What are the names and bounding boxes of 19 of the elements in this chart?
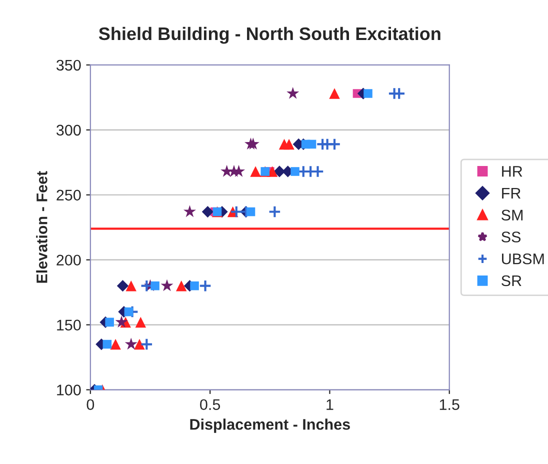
y-axis-title: Elevation - Feet bbox=[36, 171, 48, 283]
y-tick-label: 250 bbox=[56, 190, 81, 201]
legend-label: SR bbox=[502, 275, 522, 286]
chart-title: Shield Building - North South Excitation bbox=[98, 26, 440, 44]
legend-label: HR bbox=[502, 166, 522, 177]
y-tick-label: 350 bbox=[56, 60, 81, 71]
y-tick-label: 100 bbox=[57, 384, 81, 396]
legend-label: SS bbox=[502, 232, 521, 242]
legend-label: UBSM bbox=[502, 253, 544, 264]
y-tick-label: 150 bbox=[57, 320, 81, 330]
y-tick-label: 300 bbox=[56, 124, 81, 136]
x-tick-label: 0 bbox=[86, 399, 94, 410]
legend-label: FR bbox=[502, 188, 520, 198]
x-tick-label: 0.5 bbox=[200, 399, 220, 410]
x-axis-title: Displacement - Inches bbox=[190, 418, 350, 433]
x-tick-label: 1.5 bbox=[440, 399, 460, 410]
legend-label: SM bbox=[502, 210, 523, 221]
x-tick-label: 1 bbox=[326, 399, 334, 410]
y-tick-label: 200 bbox=[56, 254, 81, 266]
